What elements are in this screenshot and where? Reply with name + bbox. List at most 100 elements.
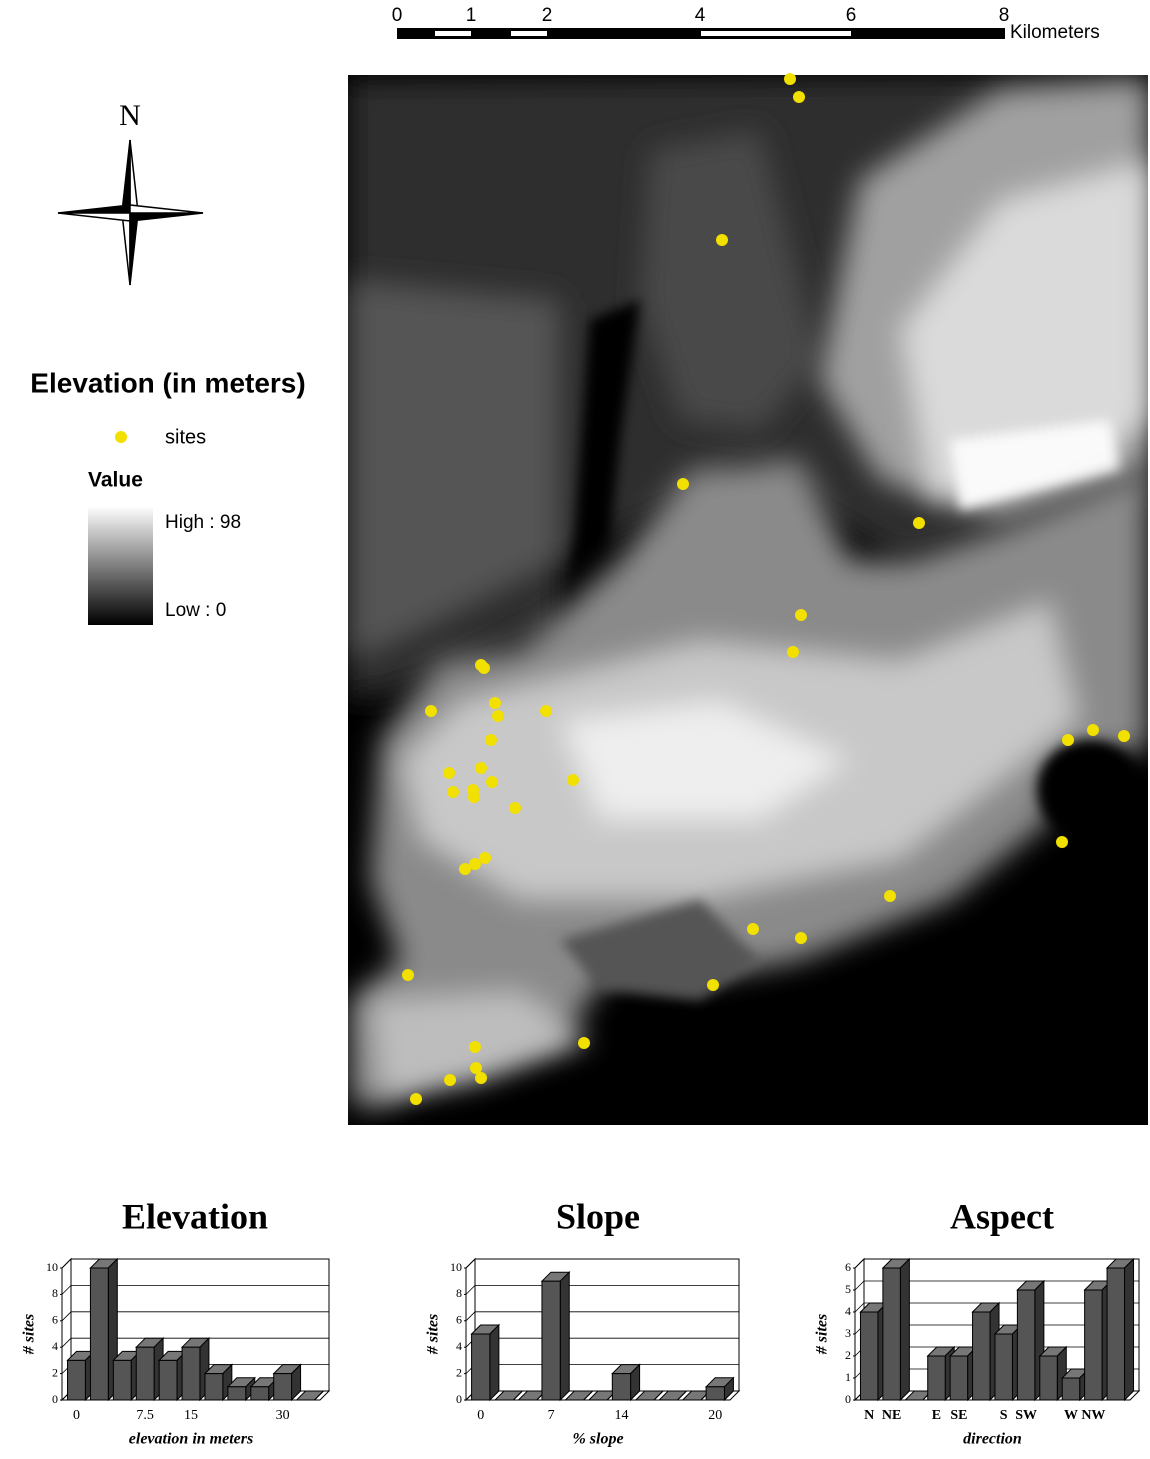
legend: Elevation (in meters) sites Value High :… (30, 367, 305, 625)
site (1062, 734, 1074, 746)
legend-ramp (88, 506, 153, 625)
y-axis-label: # sites (21, 1314, 38, 1355)
x-tick-label: SE (950, 1408, 967, 1423)
site (787, 646, 799, 658)
x-tick-label: N (864, 1408, 874, 1423)
site (578, 1037, 590, 1049)
x-tick-label: 7.5 (136, 1408, 154, 1423)
north-arrow: N (58, 99, 203, 285)
site (567, 774, 579, 786)
bar (159, 1360, 177, 1400)
plot-back (475, 1259, 739, 1391)
bar (706, 1387, 724, 1400)
chart-title: Elevation (122, 1196, 268, 1236)
bar (995, 1334, 1012, 1400)
scale-label: 0 (392, 5, 403, 26)
y-tick-label: 2 (456, 1365, 462, 1379)
site (489, 697, 501, 709)
y-tick-label: 2 (52, 1365, 58, 1379)
x-tick-label: SW (1015, 1408, 1037, 1423)
site (479, 852, 491, 864)
y-tick-label: 8 (52, 1286, 58, 1300)
site (402, 969, 414, 981)
site (747, 923, 759, 935)
y-tick-label: 5 (845, 1282, 851, 1296)
site (469, 1041, 481, 1053)
elevation-map (348, 75, 1148, 1125)
chart-title: Slope (556, 1196, 640, 1236)
y-tick-label: 10 (46, 1260, 58, 1274)
y-tick-label: 4 (845, 1304, 851, 1318)
x-tick-label: NW (1081, 1408, 1105, 1423)
site (509, 802, 521, 814)
x-axis-label: direction (963, 1431, 1022, 1448)
x-tick-label: S (1000, 1408, 1008, 1423)
site (478, 662, 490, 674)
bar (860, 1312, 877, 1400)
bar-side (900, 1259, 909, 1400)
x-axis-label: % slope (572, 1431, 623, 1448)
site (795, 932, 807, 944)
x-tick-label: 30 (276, 1408, 290, 1423)
y-tick-label: 3 (845, 1326, 851, 1340)
legend-low: Low : 0 (165, 600, 226, 621)
legend-site-symbol (115, 431, 127, 443)
bar (928, 1356, 945, 1400)
site (475, 1072, 487, 1084)
y-axis-label: # sites (814, 1314, 831, 1355)
scale-label: 2 (542, 5, 553, 26)
scale-bar: 0 1 2 4 6 8 Kilometers (392, 5, 1100, 43)
bar (1040, 1356, 1057, 1400)
scale-unit: Kilometers (1010, 22, 1100, 43)
site (410, 1093, 422, 1105)
x-tick-label: 15 (184, 1408, 198, 1423)
site (475, 762, 487, 774)
site (492, 710, 504, 722)
bar (274, 1374, 292, 1400)
site (795, 609, 807, 621)
bar (542, 1281, 560, 1400)
bar (950, 1356, 967, 1400)
bar-side (560, 1272, 569, 1400)
legend-high: High : 98 (165, 512, 241, 533)
site (486, 776, 498, 788)
site (707, 979, 719, 991)
site (468, 791, 480, 803)
bar (1017, 1290, 1034, 1400)
y-tick-label: 0 (52, 1392, 58, 1406)
y-tick-label: 8 (456, 1286, 462, 1300)
bar (883, 1268, 900, 1400)
site (677, 478, 689, 490)
scale-label: 1 (466, 5, 477, 26)
bar (113, 1360, 131, 1400)
y-axis-label: # sites (425, 1314, 442, 1355)
site (1087, 724, 1099, 736)
x-tick-label: 7 (548, 1408, 555, 1423)
bar (472, 1334, 490, 1400)
x-tick-label: NE (882, 1408, 901, 1423)
x-tick-label: 14 (614, 1408, 628, 1423)
y-tick-label: 6 (52, 1313, 58, 1327)
y-tick-label: 6 (456, 1313, 462, 1327)
x-tick-label: 20 (708, 1408, 722, 1423)
x-axis-label: elevation in meters (129, 1431, 253, 1448)
bar (973, 1312, 990, 1400)
y-tick-label: 4 (52, 1339, 58, 1353)
y-tick-label: 1 (845, 1370, 851, 1384)
x-tick-label: 0 (477, 1408, 484, 1423)
bar-side (490, 1325, 499, 1400)
x-tick-label: W (1064, 1408, 1078, 1423)
scale-label: 8 (999, 5, 1010, 26)
bar (90, 1268, 108, 1400)
chart-title: Aspect (950, 1196, 1054, 1236)
bar (136, 1347, 154, 1400)
bar (1085, 1290, 1102, 1400)
site (784, 73, 796, 85)
site (469, 858, 481, 870)
y-tick-label: 4 (456, 1339, 462, 1353)
north-label: N (119, 99, 141, 132)
y-tick-label: 0 (456, 1392, 462, 1406)
bar (68, 1360, 86, 1400)
site (443, 767, 455, 779)
